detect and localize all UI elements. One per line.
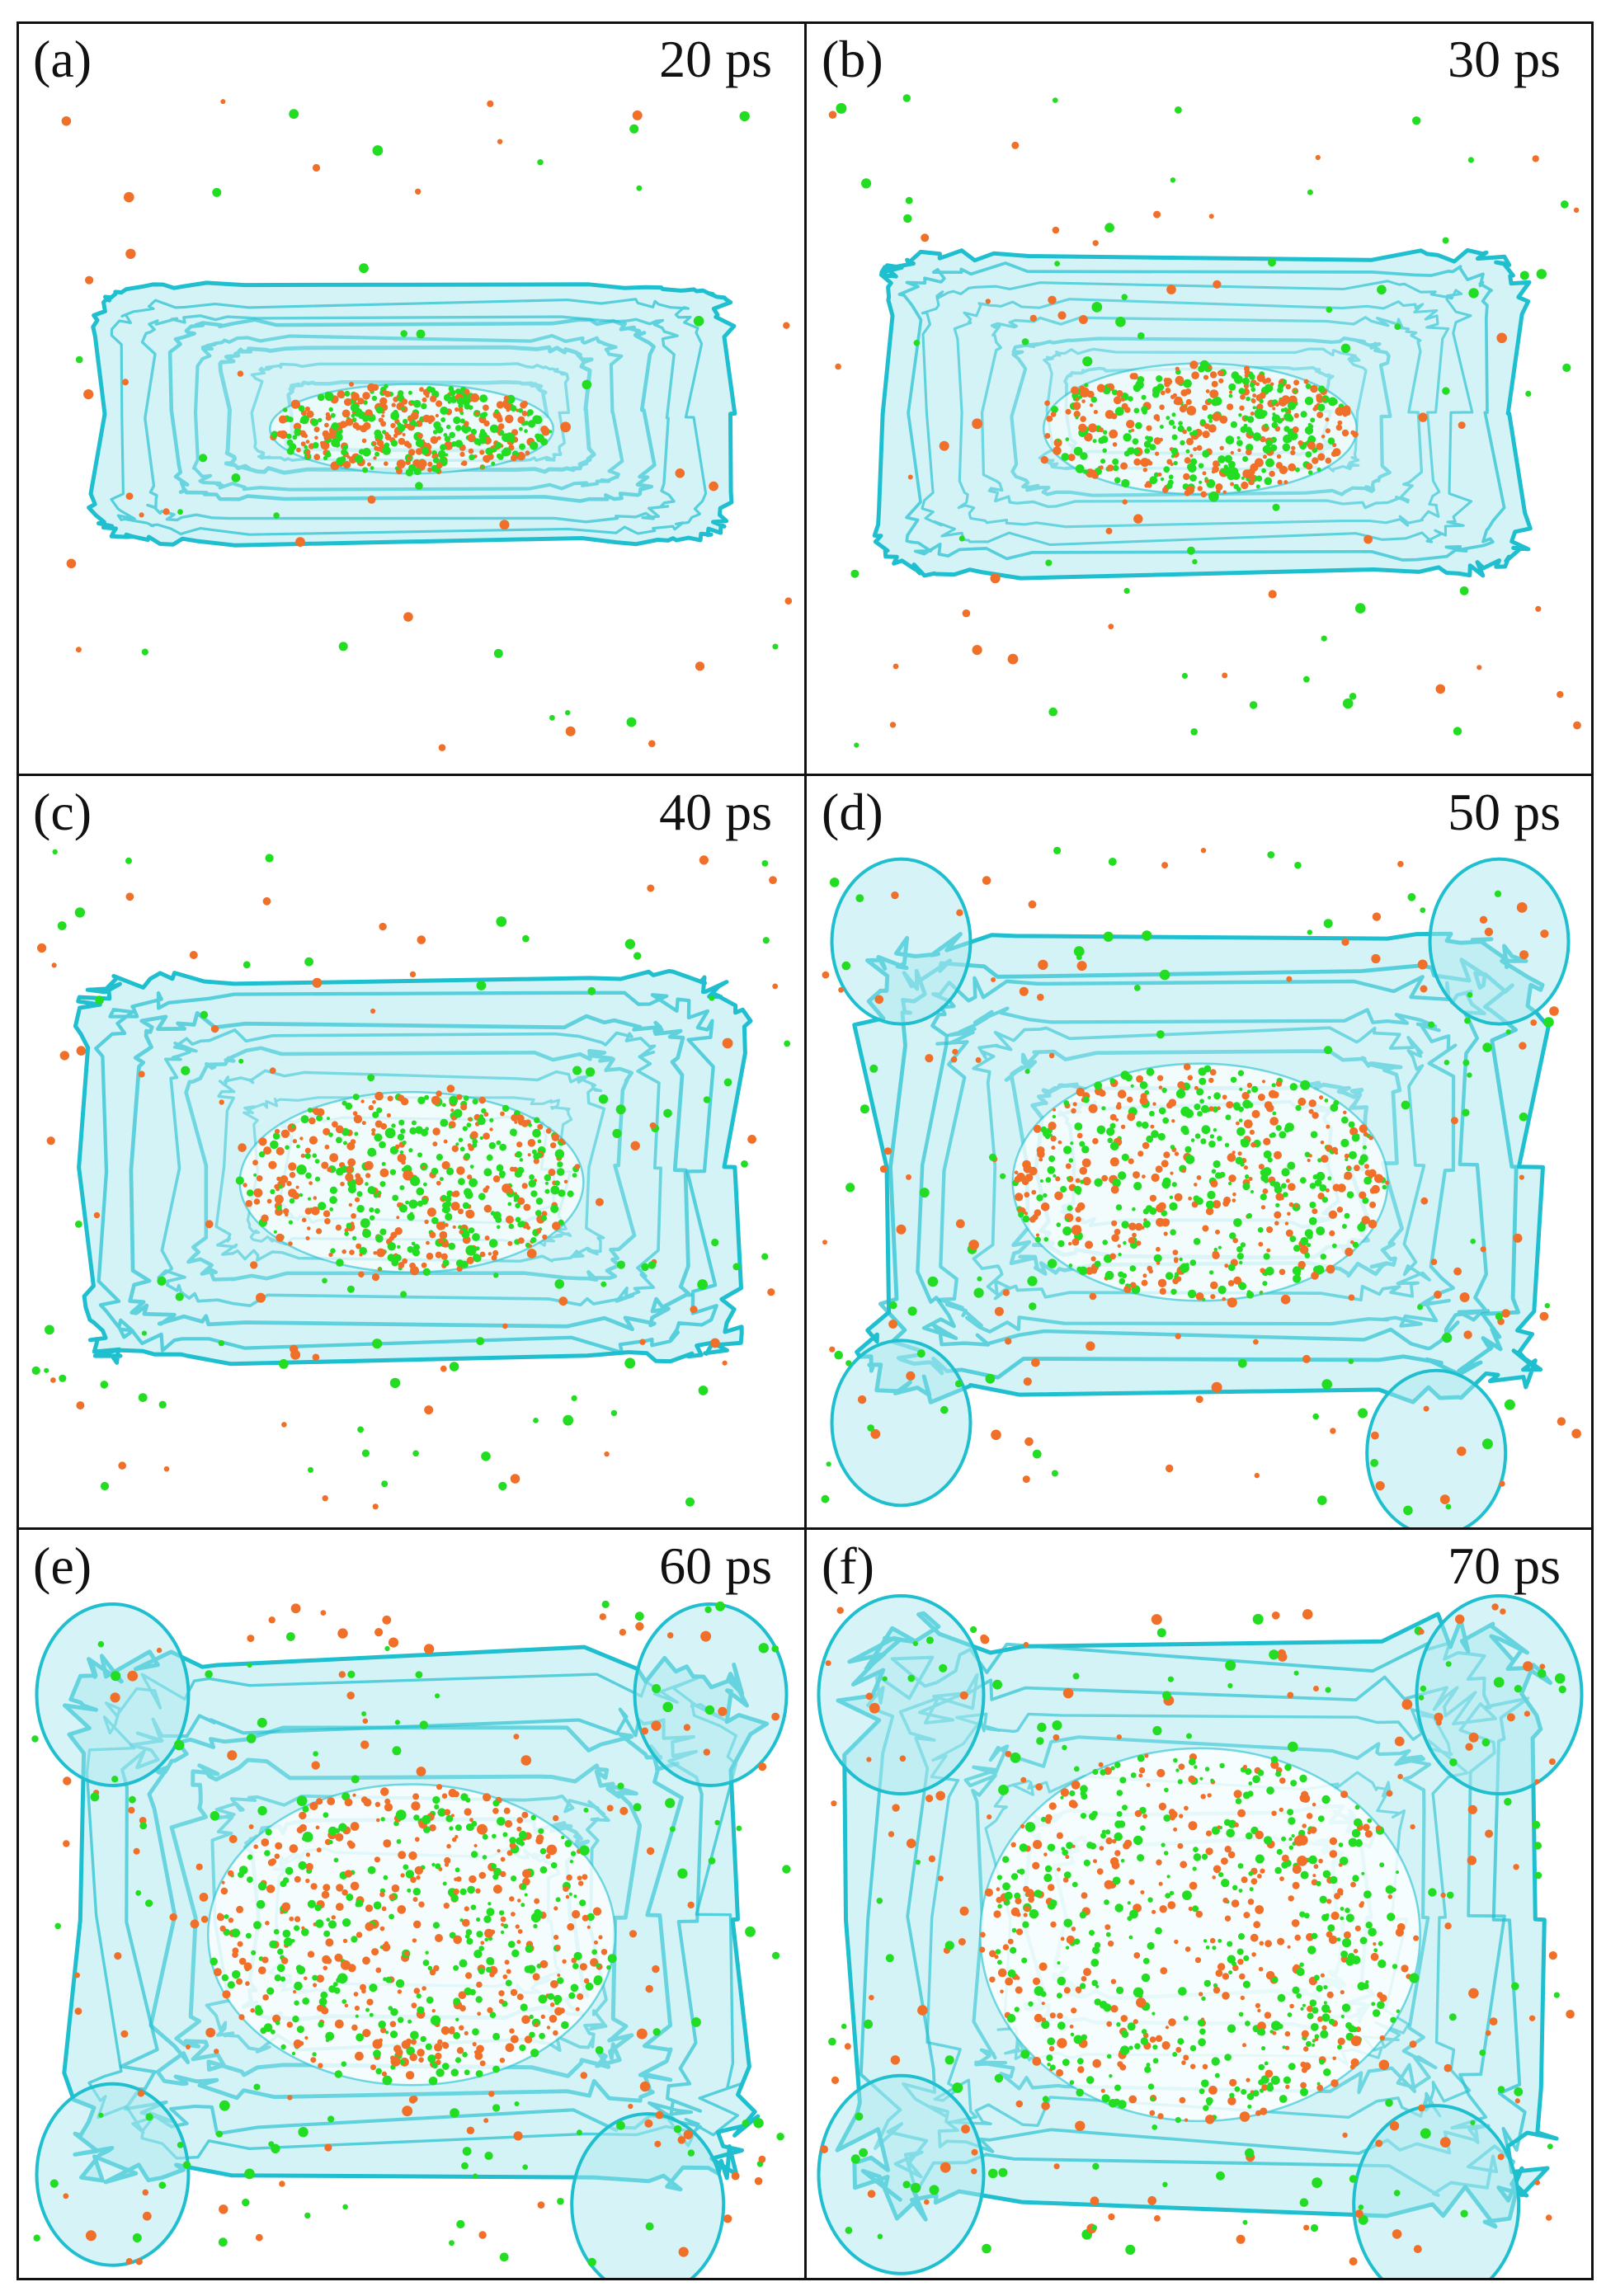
frame-right-line — [1591, 21, 1594, 2280]
panel-a: (a) 20 ps — [18, 23, 805, 774]
panel-e-visual — [31, 1600, 791, 2280]
panel-e-time: 60 ps — [659, 1536, 772, 1595]
panel-b-visual — [828, 94, 1581, 748]
panel-f-visual — [817, 1593, 1584, 2280]
panel-a-visual — [61, 99, 793, 751]
frame-center-line — [804, 21, 807, 2280]
panel-d-time: 50 ps — [1448, 783, 1561, 841]
panel-b-time: 30 ps — [1448, 30, 1561, 88]
panel-a-letter: (a) — [33, 30, 92, 88]
panel-a-time: 20 ps — [659, 30, 772, 88]
simulation-render — [821, 846, 1581, 1528]
panel-b: (b) 30 ps — [807, 23, 1594, 774]
panel-d-visual — [821, 846, 1581, 1528]
panel-e-letter: (e) — [33, 1536, 92, 1595]
panel-d-letter: (d) — [822, 783, 883, 841]
panel-f-letter: (f) — [822, 1536, 874, 1595]
panel-b-letter: (b) — [822, 30, 883, 88]
panel-f: (f) 70 ps — [807, 1530, 1594, 2280]
simulation-render — [817, 1593, 1584, 2280]
panel-d: (d) 50 ps — [807, 776, 1594, 1528]
panel-f-time: 70 ps — [1448, 1536, 1561, 1595]
simulation-render — [828, 94, 1581, 748]
simulation-render — [31, 849, 791, 1510]
frame-left-line — [16, 21, 19, 2280]
simulation-render — [61, 99, 793, 751]
panel-c: (c) 40 ps — [18, 776, 805, 1528]
panel-c-visual — [31, 849, 791, 1510]
panel-c-time: 40 ps — [659, 783, 772, 841]
panel-e: (e) 60 ps — [18, 1530, 805, 2280]
panel-c-letter: (c) — [33, 783, 92, 841]
simulation-render — [31, 1600, 791, 2280]
